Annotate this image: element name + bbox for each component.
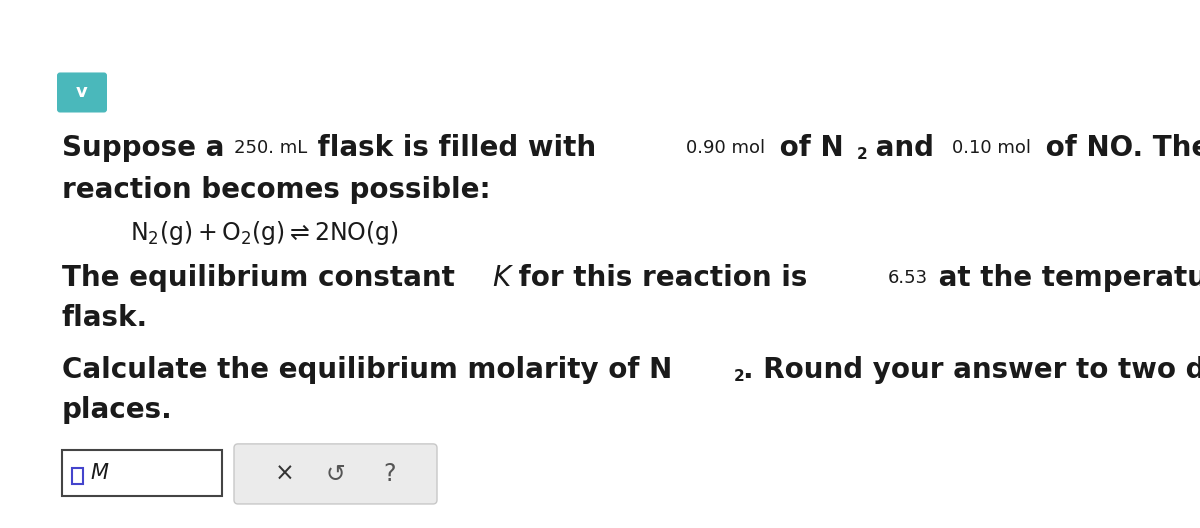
FancyBboxPatch shape: [62, 450, 222, 496]
Text: The equilibrium constant: The equilibrium constant: [62, 263, 464, 291]
Text: ↺: ↺: [325, 462, 344, 486]
Text: Calculate the equilibrium molarity of N: Calculate the equilibrium molarity of N: [62, 356, 672, 384]
Text: 2: 2: [857, 147, 868, 162]
Text: for this reaction is: for this reaction is: [509, 263, 817, 291]
Text: v: v: [76, 83, 88, 101]
Text: Suppose a: Suppose a: [62, 134, 234, 162]
Text: $\rm N_2(g)+O_2(g) \rightleftharpoons 2NO(g)$: $\rm N_2(g)+O_2(g) \rightleftharpoons 2N…: [130, 219, 398, 247]
Text: 0.10 mol: 0.10 mol: [952, 138, 1031, 156]
FancyBboxPatch shape: [58, 72, 107, 112]
Text: flask is filled with: flask is filled with: [307, 134, 605, 162]
Text: of N: of N: [770, 134, 844, 162]
Text: flask.: flask.: [62, 304, 148, 332]
Text: —: —: [30, 18, 48, 37]
Text: places.: places.: [62, 396, 173, 424]
Text: ?: ?: [384, 462, 396, 486]
Text: 0/5: 0/5: [1122, 18, 1148, 37]
Text: and: and: [865, 134, 943, 162]
Text: 2: 2: [733, 369, 744, 384]
Text: Calculating equilibrium composition from an equilibrium...: Calculating equilibrium composition from…: [132, 18, 616, 37]
Text: K: K: [492, 263, 511, 291]
Text: 0.90 mol: 0.90 mol: [686, 138, 766, 156]
Text: of NO. The following: of NO. The following: [1036, 134, 1200, 162]
Text: M: M: [90, 463, 108, 483]
Text: ×: ×: [275, 462, 295, 486]
Text: 250. mL: 250. mL: [234, 138, 307, 156]
Text: at the temperature of the: at the temperature of the: [930, 263, 1200, 291]
Text: reaction becomes possible:: reaction becomes possible:: [62, 176, 491, 204]
Text: 6.53: 6.53: [888, 269, 928, 287]
Text: . Round your answer to two decimal: . Round your answer to two decimal: [743, 356, 1200, 384]
FancyBboxPatch shape: [234, 444, 437, 504]
